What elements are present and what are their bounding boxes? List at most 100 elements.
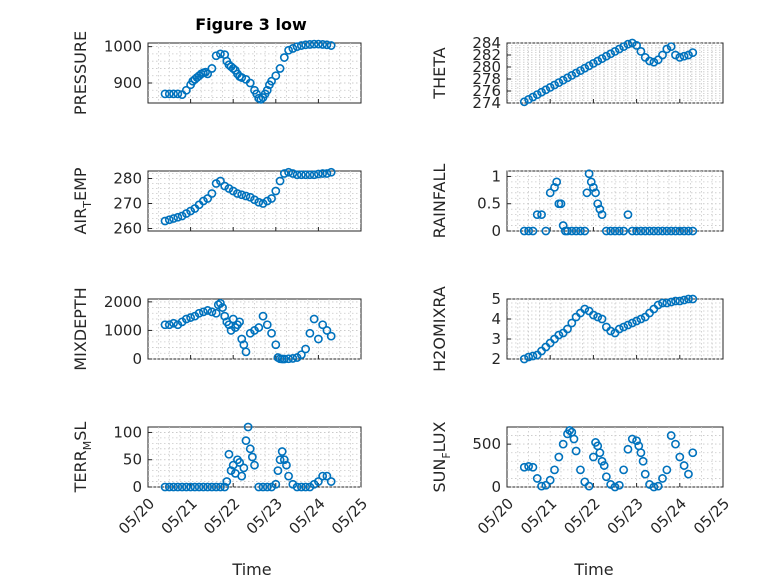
axes-background — [506, 170, 724, 232]
data-point — [284, 45, 293, 55]
data-point — [593, 56, 603, 66]
data-point — [252, 89, 262, 99]
data-point — [216, 298, 225, 308]
data-point — [326, 167, 336, 177]
data-point — [586, 177, 596, 187]
y-axis-label: TERRMSL — [71, 422, 94, 494]
data-point — [173, 89, 183, 99]
data-point — [273, 466, 283, 476]
y-tick-label: 274 — [472, 94, 501, 112]
y-axis-label: MIXDEPTH — [71, 287, 90, 370]
y-tick-label: 278 — [472, 70, 501, 88]
data-point — [237, 471, 247, 481]
data-point — [301, 344, 311, 354]
data-point — [198, 482, 208, 492]
data-point — [671, 226, 680, 236]
data-point — [545, 475, 555, 485]
data-point — [666, 226, 676, 236]
data-point — [169, 482, 178, 492]
data-point — [296, 350, 306, 360]
data-point — [207, 307, 217, 317]
data-point — [216, 176, 225, 186]
data-point — [636, 47, 646, 56]
data-point — [181, 314, 191, 324]
data-point — [305, 328, 315, 338]
y-tick-label: 5 — [491, 290, 501, 308]
data-point — [256, 94, 266, 104]
y-tick-label: 1 — [491, 167, 501, 185]
data-point — [671, 296, 680, 306]
data-point — [164, 320, 174, 330]
data-point — [601, 472, 611, 482]
data-point — [207, 482, 217, 492]
data-point — [619, 322, 629, 332]
data-point — [580, 63, 590, 73]
data-point — [181, 85, 191, 95]
data-point — [296, 482, 306, 492]
data-point — [545, 83, 555, 92]
data-point — [619, 465, 629, 475]
data-point — [554, 330, 564, 340]
data-point — [279, 169, 289, 178]
data-point — [640, 469, 650, 479]
y-tick-label: 900 — [113, 74, 142, 92]
data-point — [169, 89, 178, 99]
y-tick-label: 3 — [491, 330, 501, 348]
data-point — [595, 448, 605, 458]
data-point — [318, 40, 328, 49]
subplot-7: 0 50 100 05/20 05/21 05/22 05/23 05/24 05/25 TERR… — [71, 422, 371, 538]
data-point — [237, 190, 247, 200]
data-point — [580, 304, 590, 314]
data-point — [567, 71, 577, 80]
data-point — [277, 447, 287, 456]
figure-title: Figure 3 low — [195, 15, 307, 34]
data-point — [671, 50, 680, 60]
data-point — [220, 482, 230, 492]
data-point — [619, 42, 629, 51]
data-point — [275, 176, 285, 186]
y-tick-label: 282 — [472, 46, 501, 64]
data-point — [305, 40, 315, 49]
data-point — [658, 298, 667, 308]
data-point — [623, 210, 633, 220]
data-point — [203, 482, 213, 492]
data-point — [322, 169, 332, 178]
data-point — [684, 226, 693, 236]
data-point — [593, 312, 603, 322]
data-point — [160, 89, 170, 99]
data-point — [267, 76, 276, 86]
data-point — [563, 226, 572, 236]
data-point — [313, 334, 323, 344]
data-point — [649, 482, 659, 492]
data-point — [623, 320, 633, 330]
y-axis-label: RAINFALL — [430, 164, 449, 239]
data-point — [250, 460, 259, 470]
data-point — [675, 296, 685, 306]
data-point — [645, 56, 654, 66]
data-point — [645, 226, 654, 236]
data-point — [632, 316, 641, 326]
y-tick-label: 280 — [113, 170, 142, 188]
data-point — [688, 448, 698, 458]
data-point — [653, 226, 663, 236]
subplot-3: 260 270 280 AIRTEMP — [71, 167, 362, 238]
data-point — [627, 434, 637, 444]
data-point — [606, 480, 616, 489]
data-point — [524, 226, 533, 236]
x-axis-label-right: Time — [573, 560, 613, 579]
data-point — [684, 50, 693, 60]
y-tick-label: 0.5 — [477, 195, 501, 213]
data-point — [216, 49, 225, 59]
data-point — [322, 326, 332, 335]
data-point — [309, 314, 319, 324]
data-point — [282, 460, 291, 470]
data-point — [606, 226, 616, 236]
y-axis-label: PRESSURE — [71, 31, 90, 115]
data-point — [186, 313, 195, 322]
data-point — [284, 471, 293, 481]
data-point — [658, 474, 667, 483]
data-point — [684, 469, 693, 479]
data-point — [552, 177, 562, 187]
data-point — [326, 41, 336, 50]
